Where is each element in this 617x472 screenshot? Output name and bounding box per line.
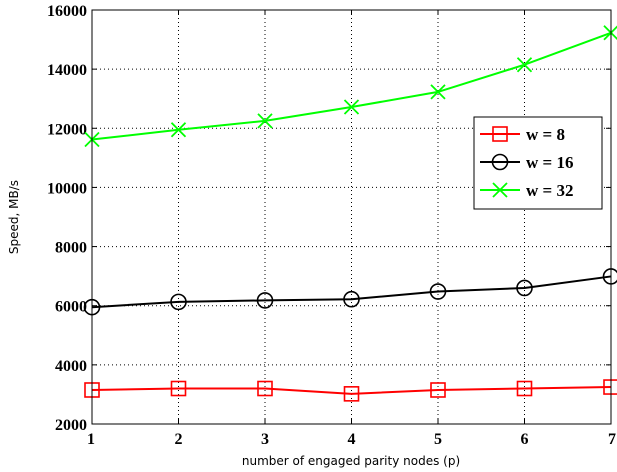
data-point [257, 113, 273, 129]
plot-area [92, 10, 611, 424]
data-point [343, 386, 360, 402]
data-point [343, 99, 360, 115]
y-tick-label: 2000 [55, 417, 87, 434]
legend-item: w = 8 [480, 125, 565, 144]
x-tick-label: 3 [261, 431, 269, 448]
data-point [170, 380, 187, 397]
y-tick-label: 16000 [47, 3, 87, 20]
x-tick-label: 4 [348, 431, 356, 448]
data-point [430, 382, 446, 398]
x-tick-label: 7 [608, 431, 616, 448]
data-point [170, 293, 187, 311]
data-point [516, 57, 533, 73]
x-tick-label: 1 [87, 431, 95, 448]
series-line [91, 275, 612, 309]
series-line [91, 386, 612, 395]
x-axis-ticks: 1 2 3 4 5 6 7 [87, 10, 616, 448]
plot-frame [91, 9, 612, 425]
y-tick-label: 4000 [55, 358, 87, 375]
y-tick-label: 6000 [55, 299, 87, 316]
data-point [516, 380, 533, 397]
data-point [516, 279, 533, 297]
x-tick-label: 6 [521, 431, 529, 448]
legend-label: w = 32 [526, 181, 573, 200]
data-point [170, 122, 187, 138]
y-axis-label: Speed, MB/s [7, 180, 21, 254]
legend-marker [491, 153, 509, 171]
legend-item: w = 32 [480, 181, 573, 200]
series-group [83, 25, 617, 402]
y-tick-label: 12000 [47, 121, 87, 138]
legend-marker [492, 126, 508, 142]
legend: w = 8 w = 16 w = 32 [473, 116, 603, 210]
y-axis-ticks: 2000 4000 6000 8000 10000 12000 14000 16000 [47, 3, 611, 434]
data-point [256, 292, 274, 309]
y-tick-label: 14000 [47, 62, 87, 79]
data-point [430, 84, 446, 100]
data-point [343, 290, 360, 308]
legend-label: w = 16 [526, 153, 573, 172]
data-point [429, 283, 447, 300]
data-point [257, 380, 273, 397]
x-tick-label: 5 [434, 431, 442, 448]
legend-label: w = 8 [526, 125, 565, 144]
y-tick-label: 8000 [55, 240, 87, 257]
x-tick-label: 2 [175, 431, 183, 448]
legend-item: w = 16 [480, 153, 573, 172]
y-tick-label: 10000 [47, 180, 87, 197]
legend-marker [492, 182, 508, 198]
x-axis-label: number of engaged parity nodes (p) [242, 454, 460, 468]
